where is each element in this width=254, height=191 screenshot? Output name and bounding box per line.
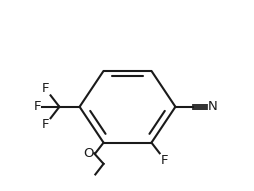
Text: F: F xyxy=(42,82,49,95)
Text: F: F xyxy=(160,154,167,167)
Text: O: O xyxy=(83,147,94,160)
Text: F: F xyxy=(42,118,49,131)
Text: F: F xyxy=(33,100,41,113)
Text: N: N xyxy=(207,100,216,113)
